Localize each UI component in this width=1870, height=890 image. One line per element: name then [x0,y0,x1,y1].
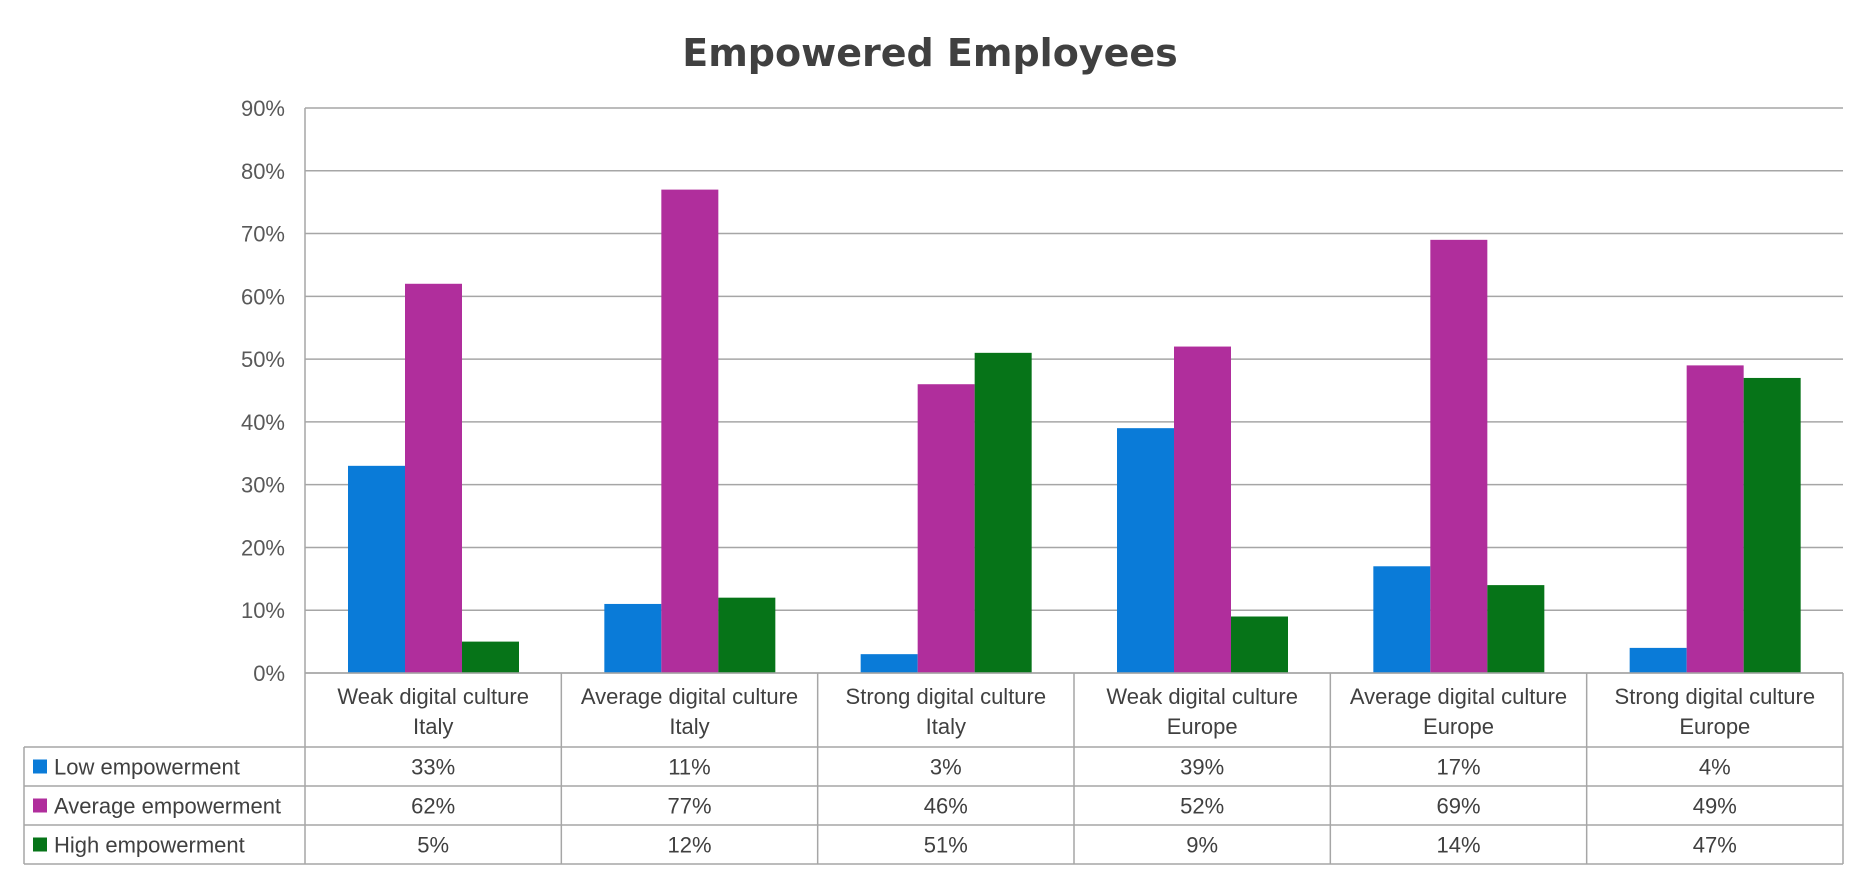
gridlines [304,107,1843,674]
data-table-value: 4% [1699,755,1731,780]
bar-high-empowerment [462,641,519,673]
y-tick-label: 80% [241,159,285,184]
data-table-value: 3% [930,755,962,780]
data-table: Weak digital culture Italy Average digital… [23,672,1844,865]
y-tick-label: 40% [241,410,285,435]
y-tick-label: 70% [241,222,285,247]
x-category-label: Italy [413,714,453,739]
y-tick-label: 60% [241,284,285,309]
bar-high-empowerment [974,352,1032,673]
data-table-value: 5% [417,833,449,858]
x-category-label: Weak digital culture [337,684,529,709]
x-category-label: Europe [1423,714,1494,739]
y-axis-ticks: 0% 10% 20% 30% 40% 50% 60% 70% 80% 90% [241,96,285,686]
bar-average-empowerment [405,283,462,673]
y-tick-label: 50% [241,347,285,372]
legend-label: Average empowerment [54,794,281,819]
bar-low-empowerment [604,603,662,673]
chart-title: Empowered Employees [682,31,1178,75]
x-category-label: Italy [926,714,966,739]
legend-swatch [33,837,47,852]
bar-average-empowerment [661,189,719,673]
x-category-label: Average digital culture [581,684,798,709]
bars [348,189,1801,674]
y-tick-label: 90% [241,96,285,121]
bar-low-empowerment [1629,647,1687,673]
data-table-value: 12% [667,833,711,858]
data-table-value: 49% [1693,794,1737,819]
legend-label: High empowerment [54,833,245,858]
bar-high-empowerment [1743,377,1801,673]
bar-high-empowerment [1487,585,1545,673]
data-table-value: 33% [411,755,455,780]
x-category-label: Weak digital culture [1106,684,1298,709]
bar-high-empowerment [718,597,776,673]
x-category-label: Italy [669,714,709,739]
y-tick-label: 20% [241,535,285,560]
data-table-value: 14% [1436,833,1480,858]
data-table-value: 77% [667,794,711,819]
x-category-label: Europe [1679,714,1750,739]
bar-high-empowerment [1231,616,1288,673]
data-table-value: 47% [1693,833,1737,858]
y-tick-label: 30% [241,473,285,498]
data-table-value: 46% [924,794,968,819]
data-table-value: 11% [668,755,710,780]
data-table-value: 17% [1436,755,1480,780]
bar-low-empowerment [1117,428,1174,673]
bar-average-empowerment [1174,346,1231,673]
data-table-value: 39% [1180,755,1224,780]
y-tick-label: 10% [241,598,285,623]
bar-average-empowerment [1430,239,1488,674]
bar-average-empowerment [1686,365,1744,673]
data-table-value: 62% [411,794,455,819]
data-table-value: 51% [924,833,968,858]
data-table-value: 52% [1180,794,1224,819]
data-table-value: 9% [1186,833,1218,858]
y-tick-label: 0% [253,661,285,686]
bar-low-empowerment [1373,566,1431,673]
legend-swatch [33,759,47,774]
bar-average-empowerment [917,384,975,673]
x-category-label: Europe [1167,714,1238,739]
legend-swatch [33,798,47,813]
x-category-label: Average digital culture [1350,684,1567,709]
legend-label: Low empowerment [54,755,240,780]
bar-low-empowerment [348,465,405,673]
data-table-value: 69% [1436,794,1480,819]
x-category-label: Strong digital culture [846,684,1047,709]
bar-low-empowerment [860,654,918,673]
x-category-label: Strong digital culture [1615,684,1816,709]
